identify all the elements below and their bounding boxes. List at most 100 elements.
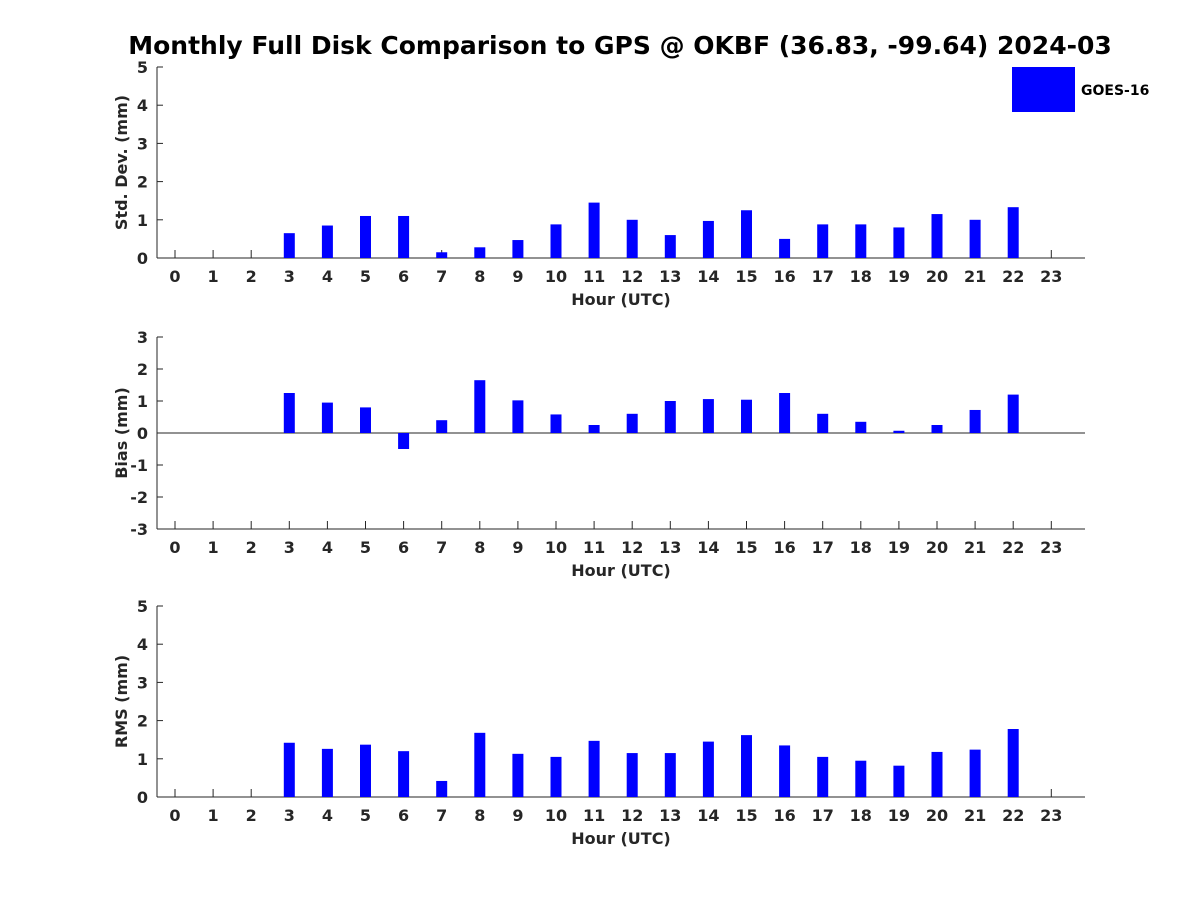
std-dev-bar-hour-22 <box>1007 207 1019 258</box>
bias-bar-hour-19 <box>893 430 905 433</box>
legend: GOES-16 <box>1012 67 1149 112</box>
bias-y-tick-label: -3 <box>130 520 148 539</box>
std-dev-y-tick-label: 3 <box>137 134 148 153</box>
bias-x-tick-label: 20 <box>926 538 948 557</box>
rms-bar-hour-3 <box>283 742 295 797</box>
bias-x-tick-label: 2 <box>246 538 257 557</box>
bias-x-tick-label: 0 <box>169 538 180 557</box>
bias-x-tick-label: 3 <box>284 538 295 557</box>
rms-x-tick-label: 13 <box>659 806 681 825</box>
bias-y-tick-label: 2 <box>137 360 148 379</box>
rms-bar-hour-20 <box>931 751 943 797</box>
std-dev-x-tick-label: 13 <box>659 267 681 286</box>
std-dev-bar-hour-3 <box>283 233 295 258</box>
rms-bar-hour-6 <box>398 751 410 797</box>
rms-x-tick-label: 20 <box>926 806 948 825</box>
std-dev-x-axis-label: Hour (UTC) <box>571 290 671 309</box>
rms-bar-hour-14 <box>702 741 714 797</box>
bias-x-tick-label: 6 <box>398 538 409 557</box>
std-dev-bar-hour-10 <box>550 224 562 258</box>
bias-bar-hour-12 <box>626 413 638 433</box>
figure-title: Monthly Full Disk Comparison to GPS @ OK… <box>128 31 1112 60</box>
rms-bar-hour-9 <box>512 753 524 797</box>
std-dev-bar-hour-15 <box>741 210 752 258</box>
std-dev-y-tick-label: 5 <box>137 58 148 77</box>
bias-bar-hour-8 <box>474 380 486 433</box>
std-dev-y-axis-label: Std. Dev. (mm) <box>112 95 131 230</box>
bias-x-tick-label: 1 <box>208 538 219 557</box>
std-dev-bar-hour-13 <box>664 235 676 258</box>
bias-bar-hour-6 <box>398 433 410 449</box>
bias-y-tick-label: -2 <box>130 488 148 507</box>
std-dev-x-tick-label: 8 <box>474 267 485 286</box>
legend-label: GOES-16 <box>1081 83 1149 99</box>
std-dev-x-tick-label: 17 <box>812 267 834 286</box>
bias-x-tick-label: 4 <box>322 538 333 557</box>
bias-x-tick-label: 22 <box>1002 538 1024 557</box>
rms-y-tick-label: 1 <box>137 750 148 769</box>
bias-bar-hour-5 <box>360 407 371 433</box>
bias-bar-hour-16 <box>779 393 791 433</box>
std-dev-y-tick-label: 1 <box>137 211 148 230</box>
bias-bar-hour-7 <box>436 420 448 433</box>
rms-y-tick-label: 2 <box>137 712 148 731</box>
rms-bar-hour-4 <box>321 748 333 797</box>
rms-bar-hour-5 <box>360 744 371 797</box>
bias-x-tick-label: 8 <box>474 538 485 557</box>
rms-x-tick-label: 18 <box>850 806 872 825</box>
bias-bar-hour-13 <box>664 401 676 433</box>
std-dev-bar-hour-6 <box>398 215 410 258</box>
bias-x-tick-label: 14 <box>697 538 719 557</box>
std-dev-bar-hour-8 <box>474 247 486 258</box>
std-dev-y-tick-label: 0 <box>137 249 148 268</box>
bias-bar-hour-17 <box>817 413 829 433</box>
bias-y-tick-label: 3 <box>137 328 148 347</box>
std-dev-x-tick-label: 21 <box>964 267 986 286</box>
std-dev-x-tick-label: 15 <box>735 267 757 286</box>
std-dev-x-tick-label: 0 <box>169 267 180 286</box>
std-dev-x-tick-label: 23 <box>1040 267 1062 286</box>
rms-x-tick-label: 19 <box>888 806 910 825</box>
bias-bar-hour-20 <box>931 425 943 433</box>
bias-bar-hour-21 <box>969 409 981 433</box>
rms-bar-hour-15 <box>741 735 752 797</box>
rms-bar-hour-7 <box>436 780 448 797</box>
bias-bar-hour-18 <box>855 421 867 433</box>
std-dev-bar-hour-17 <box>817 224 829 258</box>
bias-x-tick-label: 21 <box>964 538 986 557</box>
std-dev-bar-hour-12 <box>626 219 638 258</box>
rms-y-tick-label: 4 <box>137 635 148 654</box>
rms-x-tick-label: 14 <box>697 806 719 825</box>
bias-x-tick-label: 15 <box>735 538 757 557</box>
bias-bar-hour-9 <box>512 400 524 433</box>
std-dev-bar-hour-16 <box>779 238 791 258</box>
std-dev-x-tick-label: 5 <box>360 267 371 286</box>
rms-x-tick-label: 23 <box>1040 806 1062 825</box>
std-dev-x-tick-label: 7 <box>436 267 447 286</box>
std-dev-bar-hour-7 <box>436 252 448 258</box>
rms-x-tick-label: 21 <box>964 806 986 825</box>
std-dev-x-tick-label: 18 <box>850 267 872 286</box>
rms-bar-hour-21 <box>969 749 981 797</box>
bias-bar-hour-22 <box>1007 394 1019 433</box>
rms-bar-hour-18 <box>855 760 867 797</box>
bias-x-tick-label: 23 <box>1040 538 1062 557</box>
std-dev-x-tick-label: 2 <box>246 267 257 286</box>
rms-x-tick-label: 5 <box>360 806 371 825</box>
rms-x-tick-label: 1 <box>208 806 219 825</box>
std-dev-y-tick-label: 4 <box>137 96 148 115</box>
rms-bar-hour-22 <box>1007 729 1019 797</box>
rms-x-tick-label: 10 <box>545 806 567 825</box>
rms-x-tick-label: 16 <box>773 806 795 825</box>
bias-y-axis-label: Bias (mm) <box>112 387 131 479</box>
rms-bar-hour-11 <box>588 740 600 797</box>
rms-x-tick-label: 11 <box>583 806 605 825</box>
std-dev-bar-hour-20 <box>931 214 943 258</box>
bias-x-tick-label: 13 <box>659 538 681 557</box>
rms-x-tick-label: 22 <box>1002 806 1024 825</box>
rms-y-tick-label: 0 <box>137 788 148 807</box>
rms-x-tick-label: 7 <box>436 806 447 825</box>
